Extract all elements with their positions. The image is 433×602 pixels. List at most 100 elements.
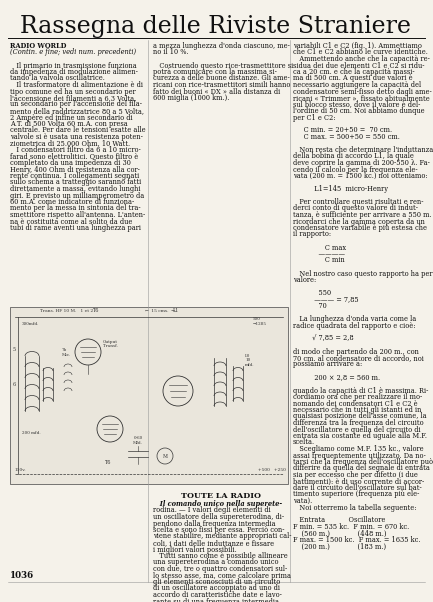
Text: di modo che partendo da 200 m., con: di modo che partendo da 200 m., con (293, 347, 419, 356)
Text: T6: T6 (93, 308, 100, 313)
Text: timento superiore (frequenza più ele-: timento superiore (frequenza più ele- (293, 491, 420, 498)
Text: che C1 e C2 abbiano le curve identiche.: che C1 e C2 abbiano le curve identiche. (293, 49, 428, 57)
Text: condensatore semi-fisso detto dagli ame-: condensatore semi-fisso detto dagli ame- (293, 87, 432, 96)
Text: C min. = 20+50 =  70 cm.: C min. = 20+50 = 70 cm. (293, 126, 392, 134)
Text: 550: 550 (293, 289, 331, 297)
Text: gli elementi sconosciuti di un circuito: gli elementi sconosciuti di un circuito (153, 578, 280, 586)
Text: (Contin. e fine; vedi num. precedenti): (Contin. e fine; vedi num. precedenti) (10, 49, 136, 57)
Text: T6: T6 (105, 460, 111, 465)
Text: tipo comune ed ha un secondario per: tipo comune ed ha un secondario per (10, 87, 136, 96)
Text: un secondario per l'accensione del fila-: un secondario per l'accensione del fila- (10, 101, 142, 108)
Text: deve coprire la gamma di 200-550 λ. Fa-: deve coprire la gamma di 200-550 λ. Fa- (293, 159, 430, 167)
Text: ricani con rice-trasmettitori simili hanno: ricani con rice-trasmettitori simili han… (153, 81, 291, 89)
Text: fatto dei buoni « DX » alla distanza di: fatto dei buoni « DX » alla distanza di (153, 87, 280, 96)
Text: sullo schema a tratteggio saranno fatti: sullo schema a tratteggio saranno fatti (10, 179, 141, 187)
Text: TOUTE LA RADIO: TOUTE LA RADIO (181, 492, 261, 500)
Text: 500
→1285: 500 →1285 (253, 317, 267, 326)
Text: differire da quella del segnale di entrata: differire da quella del segnale di entra… (293, 465, 430, 473)
Text: battimenti): è di uso corrente di accor-: battimenti): è di uso corrente di accor- (293, 477, 424, 485)
Text: di un oscillatore accoppiato ad uno di: di un oscillatore accoppiato ad uno di (153, 585, 280, 592)
Text: Il primario in trasmissione funziona: Il primario in trasmissione funziona (10, 61, 137, 69)
Text: ←  15 cms.  →: ← 15 cms. → (145, 309, 175, 313)
Text: C max: C max (293, 243, 346, 252)
Text: ——— = 7,85: ——— = 7,85 (293, 296, 359, 303)
Text: RADIO WORLD: RADIO WORLD (10, 42, 66, 50)
Text: l'accensione dei filamenti a 6,3 Volta,: l'accensione dei filamenti a 6,3 Volta, (10, 94, 136, 102)
Text: a mezza lunghezza d'onda ciascuno, me-: a mezza lunghezza d'onda ciascuno, me- (153, 42, 290, 50)
Text: 300mfd.: 300mfd. (22, 322, 39, 326)
Text: Per controllare questi risultati e ren-: Per controllare questi risultati e ren- (293, 198, 423, 206)
Text: Entrata           Oscillatore: Entrata Oscillatore (293, 517, 385, 524)
Text: C min: C min (293, 256, 345, 264)
Text: Rassegna delle Riviste Straniere: Rassegna delle Riviste Straniere (20, 15, 411, 38)
Text: da impedenza di modulazione alimen-: da impedenza di modulazione alimen- (10, 68, 138, 76)
Text: direttamente a massa, evitando lunghi: direttamente a massa, evitando lunghi (10, 185, 140, 193)
Text: tarsi che la frequenza dell'oscillatore può: tarsi che la frequenza dell'oscillatore … (293, 458, 433, 466)
Text: radice quadrata del rapporto e cioè:: radice quadrata del rapporto e cioè: (293, 321, 416, 329)
Text: coli, i dati delle induttanze e fissare: coli, i dati delle induttanze e fissare (153, 539, 274, 547)
Text: A.T. di 500 Volta 60 m.A. con presa: A.T. di 500 Volta 60 m.A. con presa (10, 120, 128, 128)
Text: viene stabilire, mediante appropriati cal-: viene stabilire, mediante appropriati ca… (153, 533, 291, 541)
Text: La lunghezza d'onda varia come la: La lunghezza d'onda varia come la (293, 315, 416, 323)
Text: ziometrica di 25.000 Ohm, 10 Watt.: ziometrica di 25.000 Ohm, 10 Watt. (10, 140, 130, 147)
Text: variabili C1 e C2 (fig. 1). Ammettiamo: variabili C1 e C2 (fig. 1). Ammettiamo (293, 42, 422, 50)
Text: 200 mfd.: 200 mfd. (22, 431, 41, 435)
Text: vata).: vata). (293, 497, 312, 505)
Text: entrata sia costante ed uguale alla M.F.: entrata sia costante ed uguale alla M.F. (293, 432, 427, 440)
Text: con due, tre o quattro condensatori sul-: con due, tre o quattro condensatori sul- (153, 565, 287, 573)
Text: curezza a delle buone distanze. Gli ame-: curezza a delle buone distanze. Gli ame- (153, 75, 290, 82)
Text: cordiamo ora che per realizzare il mo-: cordiamo ora che per realizzare il mo- (293, 393, 422, 401)
Text: C max. = 500+50 = 550 cm.: C max. = 500+50 = 550 cm. (293, 133, 400, 141)
Text: derci conto di questo valore di indut-: derci conto di questo valore di indut- (293, 205, 418, 213)
Text: 60 m.A. come indicatore di funziona-: 60 m.A. come indicatore di funziona- (10, 198, 134, 206)
Text: smettitore rispetto all'antenna. L'anten-: smettitore rispetto all'antenna. L'anten… (10, 211, 145, 219)
Text: 200 × 2,8 = 560 m.: 200 × 2,8 = 560 m. (293, 373, 380, 382)
Text: Non resta che determinare l'induttanza: Non resta che determinare l'induttanza (293, 146, 433, 154)
Text: l'ordine di 50 cm. Noi abbiamo dunque: l'ordine di 50 cm. Noi abbiamo dunque (293, 107, 425, 115)
Text: Output
Transf.: Output Transf. (103, 340, 118, 349)
Text: per C1 e C2:: per C1 e C2: (293, 114, 336, 122)
Text: Costruendo questo rice-trasmettitore si: Costruendo questo rice-trasmettitore si (153, 61, 293, 69)
Text: dare il circuito dell'oscillatore sul bat-: dare il circuito dell'oscillatore sul ba… (293, 484, 422, 492)
Text: necessario aggiungere la capacità del: necessario aggiungere la capacità del (293, 81, 421, 89)
Text: 5: 5 (13, 347, 16, 352)
Text: sia per eccesso che per difetto (i due: sia per eccesso che per difetto (i due (293, 471, 418, 479)
Text: na è costituita come al solito da due: na è costituita come al solito da due (10, 217, 132, 226)
Text: valore:: valore: (293, 276, 316, 284)
Text: ————: ———— (293, 250, 345, 258)
Text: 1036: 1036 (10, 571, 34, 580)
Text: farad sono elettrolitici. Questo filtro è: farad sono elettrolitici. Questo filtro … (10, 152, 138, 161)
Text: quando la capacità di C1 è massima. Ri-: quando la capacità di C1 è massima. Ri- (293, 386, 428, 394)
Text: tanza, è sufficiente per arrivare a 550 m.: tanza, è sufficiente per arrivare a 550 … (293, 211, 432, 219)
Text: dell'oscillatore e quella del circuito di: dell'oscillatore e quella del circuito d… (293, 426, 420, 433)
Text: cendo il calcolo per la frequenza ele-: cendo il calcolo per la frequenza ele- (293, 166, 417, 173)
Text: un oscillatore della supereterodina, di-: un oscillatore della supereterodina, di- (153, 513, 284, 521)
Text: no il 10 %.: no il 10 %. (153, 49, 189, 57)
Text: potrà comunicare con la massima si-: potrà comunicare con la massima si- (153, 68, 277, 76)
Text: giri. È previsto un milliamperometro da: giri. È previsto un milliamperometro da (10, 191, 144, 200)
Text: F max. = 1500 kc.  F max. = 1635 kc.: F max. = 1500 kc. F max. = 1635 kc. (293, 536, 420, 544)
Text: Nel nostro caso questo rapporto ha per: Nel nostro caso questo rapporto ha per (293, 270, 433, 278)
Text: completato da una impedenza di 30: completato da una impedenza di 30 (10, 159, 131, 167)
Text: centrale. Per dare le tensioni esatte alle: centrale. Per dare le tensioni esatte al… (10, 126, 145, 134)
Text: +500   +250: +500 +250 (258, 468, 286, 472)
Text: ma di 500 cm. A questi due valori è: ma di 500 cm. A questi due valori è (293, 75, 413, 82)
Text: Il comando unico nella superete-: Il comando unico nella superete- (153, 500, 282, 508)
Text: mento della raddrizzatrice 80 a 5 Volta,: mento della raddrizzatrice 80 a 5 Volta, (10, 107, 144, 115)
Text: mento per la messa in sintonia del tra-: mento per la messa in sintonia del tra- (10, 205, 141, 213)
Text: i migliori valori possibili.: i migliori valori possibili. (153, 545, 237, 553)
Text: ca a 20 cm. e che la capacità massi-: ca a 20 cm. e che la capacità massi- (293, 68, 415, 76)
Text: L1=145  micro-Henry: L1=145 micro-Henry (293, 185, 388, 193)
Text: possiamo arrivare a:: possiamo arrivare a: (293, 361, 362, 368)
Text: rodina. — I valori degli elementi di: rodina. — I valori degli elementi di (153, 506, 271, 515)
Text: nomando dei condensatori C1 e C2 è: nomando dei condensatori C1 e C2 è (293, 400, 417, 408)
Text: scelta e sono fissi per essa. Perciò con-: scelta e sono fissi per essa. Perciò con… (153, 526, 284, 534)
Bar (10, 307, 288, 484)
Text: L0
10
mfd.: L0 10 mfd. (245, 354, 255, 367)
Text: sul blocco stesso, dove il valore è del-: sul blocco stesso, dove il valore è del- (293, 101, 420, 108)
Text: tubi di rame aventi una lunghezza pari: tubi di rame aventi una lunghezza pari (10, 224, 141, 232)
Text: ricani « Trimmer », fissato abitualmente: ricani « Trimmer », fissato abitualmente (293, 94, 430, 102)
Text: rante su di una frequenza intermedia: rante su di una frequenza intermedia (153, 598, 279, 602)
Text: ricordarci che la gamma coperta da un: ricordarci che la gamma coperta da un (293, 217, 425, 226)
Text: 2 Ampère ed infine un secondario di: 2 Ampère ed infine un secondario di (10, 114, 132, 122)
